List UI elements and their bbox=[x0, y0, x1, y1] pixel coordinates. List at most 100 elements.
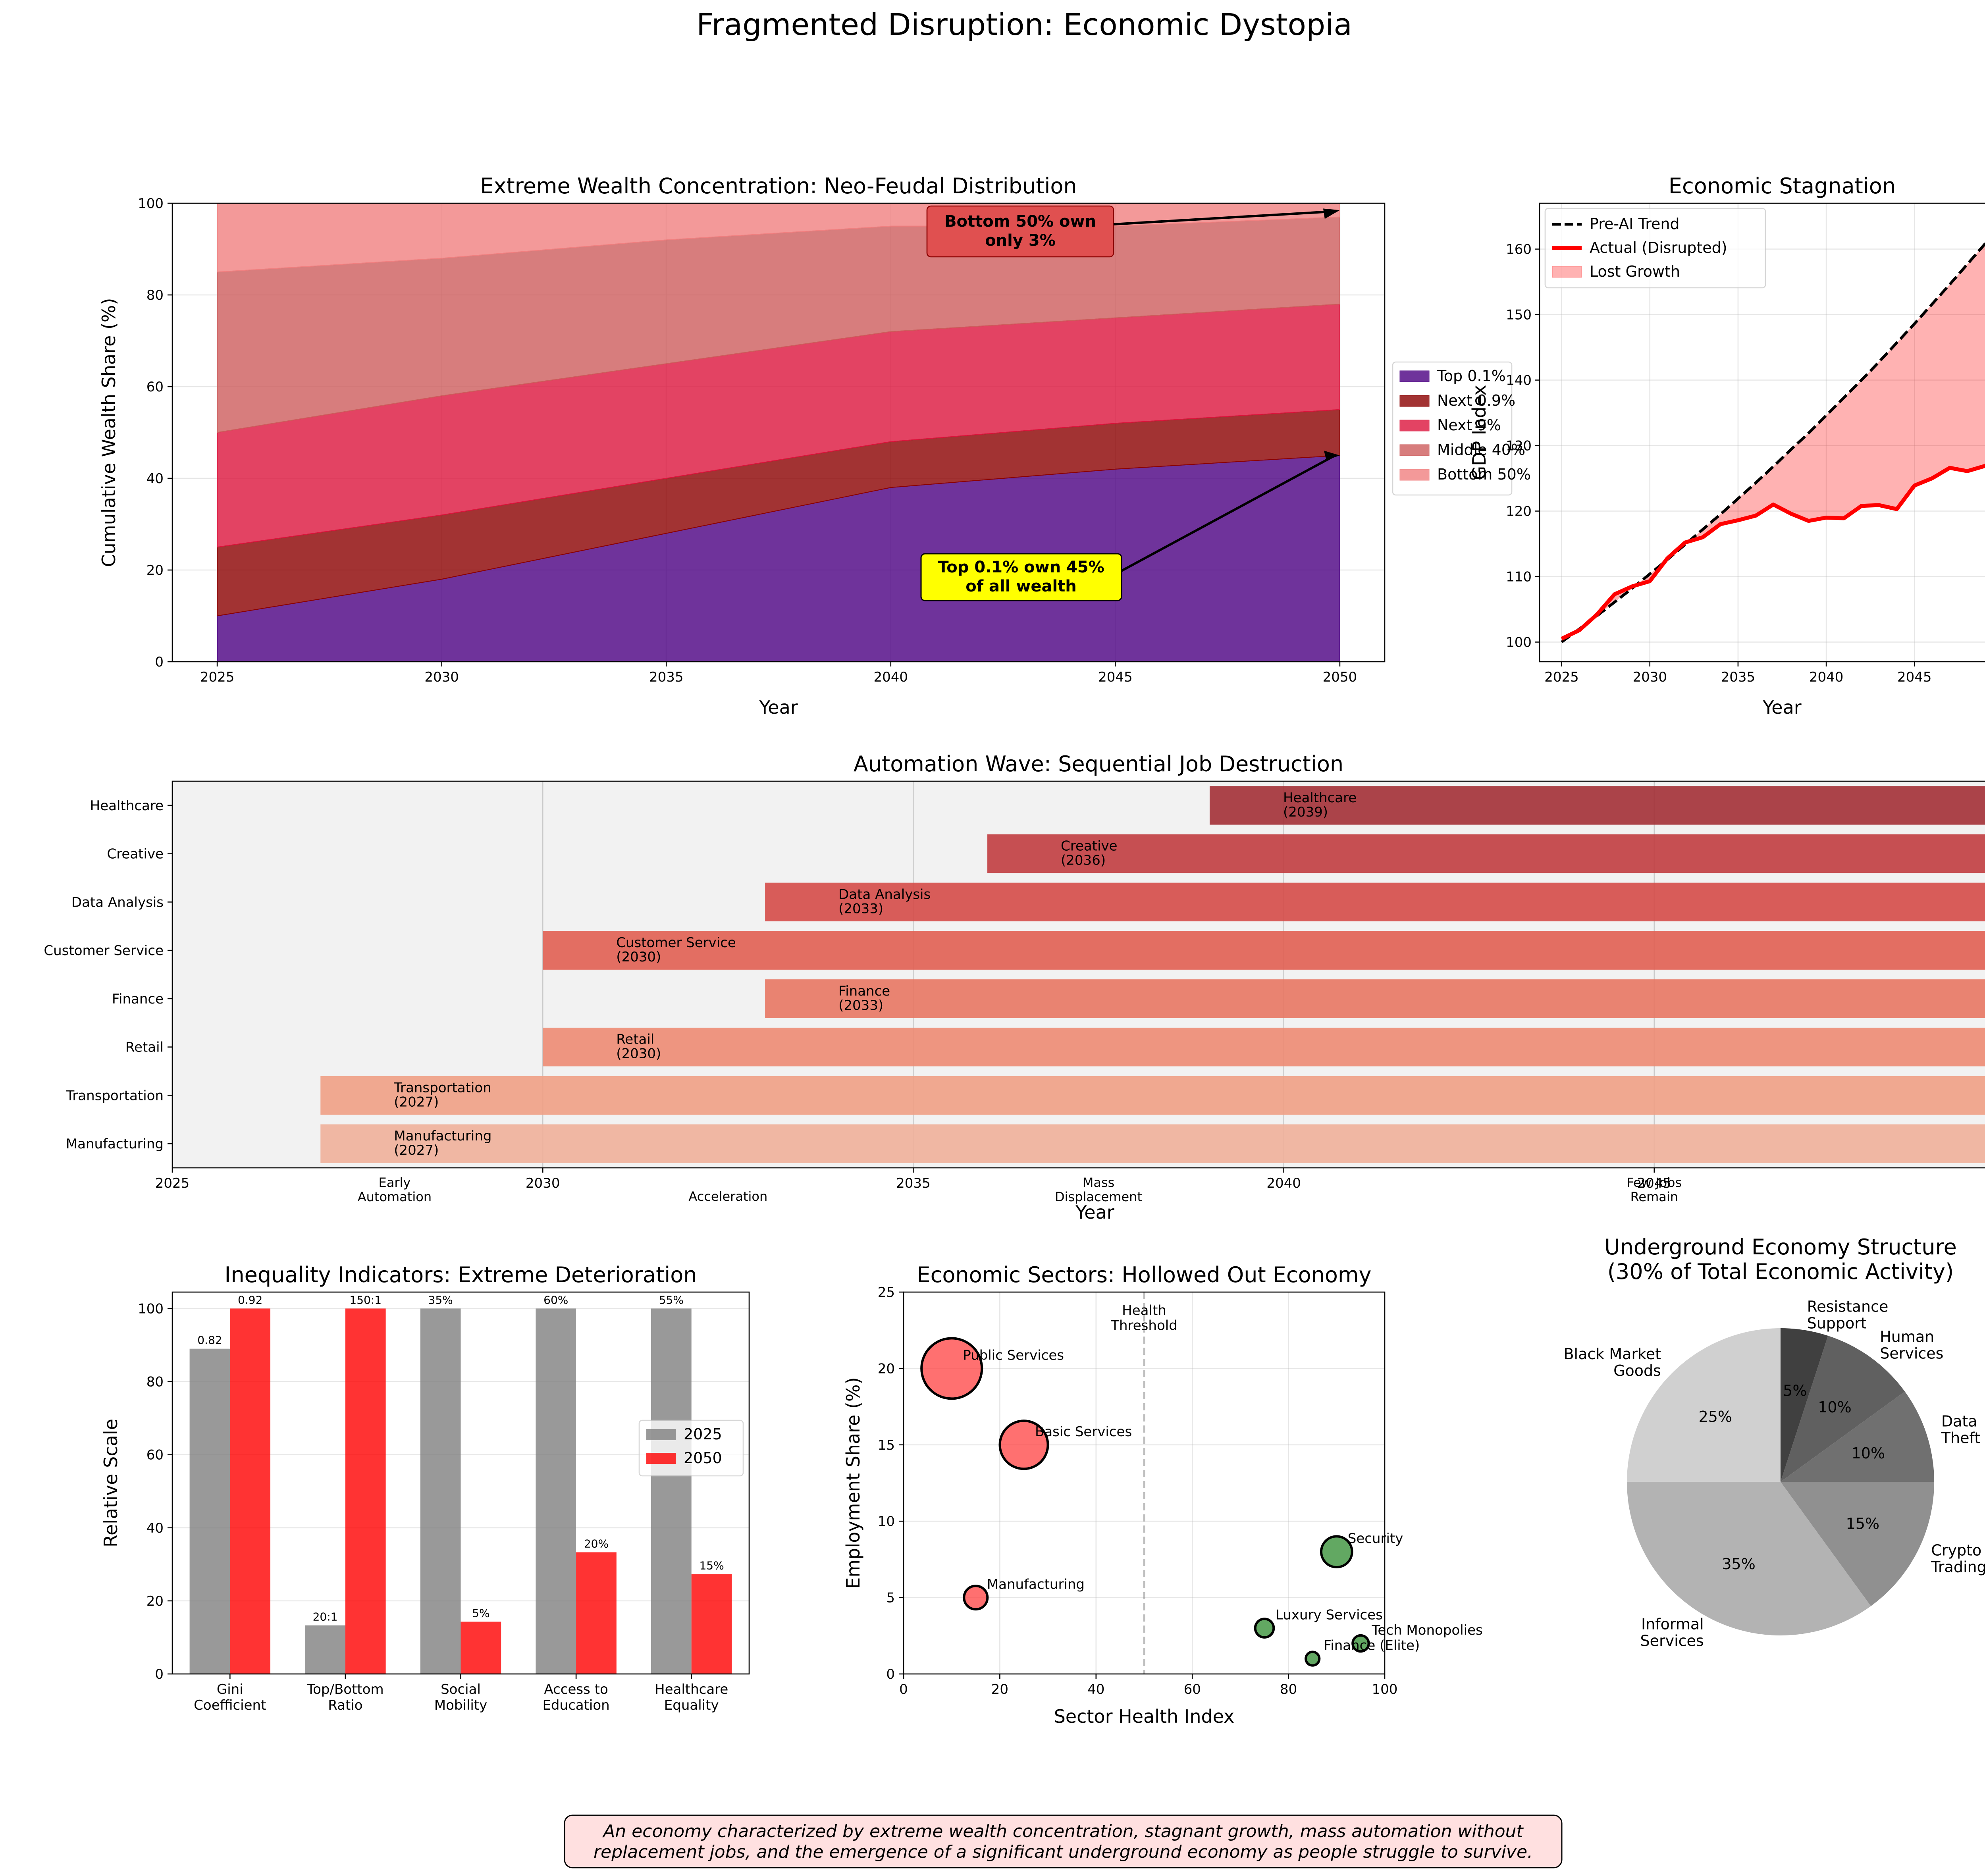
sector-point-manufacturing bbox=[963, 1585, 989, 1611]
phase-label-early-automation: Early Automation bbox=[358, 1175, 432, 1204]
legend-swatch-2025 bbox=[646, 1429, 676, 1440]
pie-label-crypto-trading: Crypto Trading bbox=[1931, 1541, 1985, 1576]
x-tick-label: 2035 bbox=[649, 669, 684, 685]
automation-bar-label-data-analysis: Data Analysis (2033) bbox=[838, 886, 931, 917]
category-label-social-mobility: Social Mobility bbox=[434, 1681, 488, 1713]
pie-label-informal-services: Informal Services bbox=[1640, 1615, 1704, 1649]
pie-slice-informal-services bbox=[1627, 1482, 1871, 1635]
y-tick-label: 160 bbox=[1506, 242, 1532, 258]
y-tick-label: 60 bbox=[146, 379, 164, 395]
x-tick-label: 2030 bbox=[424, 669, 459, 685]
automation-bar-retail bbox=[543, 1027, 1985, 1067]
category-label-customer-service: Customer Service bbox=[44, 943, 164, 959]
chart-title: Extreme Wealth Concentration: Neo-Feudal… bbox=[480, 173, 1077, 198]
x-tick-label: 100 bbox=[1372, 1681, 1398, 1697]
sector-label-basic-services: Basic Services bbox=[1035, 1424, 1132, 1440]
annotation-top-label: Top 0.1% own 45% of all wealth bbox=[938, 558, 1104, 595]
y-tick-label: 20 bbox=[146, 562, 164, 578]
y-tick-label: 0 bbox=[155, 654, 164, 670]
underground-economy-chart: 5% Resistance Support 10% Human Services 10% Da… bbox=[1563, 1235, 1985, 1649]
y-tick-label: 40 bbox=[146, 471, 164, 487]
legend-label-top-0-1: Top 0.1% bbox=[1437, 367, 1506, 385]
legend-label-pre-ai-trend: Pre-AI Trend bbox=[1590, 215, 1680, 233]
x-axis-label: Year bbox=[1075, 1202, 1114, 1223]
plot-frame bbox=[1539, 202, 1985, 663]
y-tick-label: 15 bbox=[878, 1437, 895, 1453]
wealth-concentration-chart: 2025 2030 2035 2040 2045 2050020406080100Extr… bbox=[98, 173, 1531, 718]
bar-2025-access-to-education bbox=[536, 1308, 576, 1674]
x-tick-label: 60 bbox=[1184, 1681, 1201, 1697]
automation-wave-chart: Manufacturing (2027) Manufacturing Transpor… bbox=[44, 751, 1985, 1223]
y-tick-label: 25 bbox=[878, 1285, 895, 1300]
phase-label-few-jobs-remain: Few Jobs Remain bbox=[1627, 1175, 1682, 1204]
y-tick-label: 20 bbox=[146, 1593, 164, 1609]
x-tick-label: 80 bbox=[1280, 1681, 1297, 1697]
pie-pct-human-services: 10% bbox=[1818, 1398, 1851, 1416]
caption-box bbox=[564, 1814, 1563, 1868]
caption-line-1: An economy characterized by extreme weal… bbox=[602, 1821, 1524, 1841]
y-axis-label: Relative Scale bbox=[100, 1419, 121, 1547]
pie-slice-data-theft bbox=[1781, 1391, 1934, 1482]
annotation-bottom-arrowhead bbox=[1323, 208, 1340, 219]
value-label-2050-healthcare-equality: 15% bbox=[699, 1559, 724, 1572]
bar-2050-top-bottom-ratio bbox=[345, 1308, 386, 1674]
x-tick-label: 2030 bbox=[1632, 669, 1667, 685]
y-axis-label: Employment Share (%) bbox=[842, 1377, 864, 1589]
legend-label-next-9: Next 9% bbox=[1437, 416, 1501, 434]
legend-label-actual: Actual (Disrupted) bbox=[1590, 239, 1727, 256]
sector-label-public-services: Public Services bbox=[963, 1347, 1064, 1363]
category-label-data-analysis: Data Analysis bbox=[71, 894, 164, 910]
value-label-2050-access-to-education: 20% bbox=[584, 1537, 609, 1550]
category-label-finance: Finance bbox=[112, 991, 164, 1007]
x-tick-label: 2040 bbox=[1809, 669, 1844, 685]
y-tick-label: 100 bbox=[138, 196, 164, 212]
legend-swatch-2050 bbox=[646, 1453, 676, 1464]
value-label-2050-gini-coefficient: 0.92 bbox=[238, 1293, 262, 1306]
y-tick-label: 60 bbox=[146, 1447, 164, 1463]
x-tick-label: 2035 bbox=[896, 1175, 931, 1191]
value-label-2050-top-bottom-ratio: 150:1 bbox=[349, 1293, 382, 1306]
automation-bar-transportation bbox=[320, 1076, 1985, 1115]
annotation-top-arrowhead bbox=[1324, 451, 1340, 460]
inequality-indicators-chart: 0.82 20:1 35% 60% 55% 0.92 150:1 5% 20% 15% Gini Co… bbox=[100, 1262, 750, 1713]
legend-label-2025: 2025 bbox=[684, 1425, 722, 1443]
y-tick-label: 0 bbox=[886, 1666, 895, 1682]
caption-line-2: replacement jobs, and the emergence of a… bbox=[594, 1842, 1533, 1862]
pie-label-human-services: Human Services bbox=[1880, 1328, 1943, 1362]
chart-title: Underground Economy Structure (30% of Tot… bbox=[1604, 1235, 1957, 1284]
chart-title: Inequality Indicators: Extreme Deteriora… bbox=[224, 1262, 697, 1287]
value-label-2025-healthcare-equality: 55% bbox=[659, 1293, 684, 1306]
y-axis-label: Cumulative Wealth Share (%) bbox=[98, 298, 119, 567]
y-tick-label: 150 bbox=[1506, 307, 1532, 323]
x-tick-label: 2030 bbox=[526, 1175, 560, 1191]
y-tick-label: 80 bbox=[146, 1374, 164, 1390]
x-tick-label: 2025 bbox=[1544, 669, 1579, 685]
automation-bar-customer-service bbox=[543, 931, 1985, 970]
y-tick-label: 100 bbox=[138, 1301, 164, 1317]
bar-2050-access-to-education bbox=[576, 1552, 617, 1674]
pie-pct-resistance-support: 5% bbox=[1783, 1382, 1807, 1400]
figure-caption: An economy characterized by extreme weal… bbox=[564, 1814, 1563, 1868]
legend-swatch-next-9 bbox=[1399, 420, 1430, 431]
bar-2050-healthcare-equality bbox=[691, 1574, 732, 1674]
value-label-2025-social-mobility: 35% bbox=[428, 1293, 453, 1306]
y-tick-label: 110 bbox=[1506, 569, 1532, 585]
category-label-top-bottom-ratio: Top/Bottom Ratio bbox=[306, 1681, 384, 1713]
y-tick-label: 5 bbox=[886, 1590, 895, 1606]
x-tick-label: 0 bbox=[899, 1681, 908, 1697]
legend-label-2050: 2050 bbox=[684, 1449, 722, 1467]
economic-stagnation-chart: 2025203020352040204520501001101201301401… bbox=[1469, 173, 1985, 718]
chart-title: Automation Wave: Sequential Job Destruct… bbox=[854, 751, 1343, 776]
y-tick-label: 0 bbox=[155, 1666, 164, 1682]
x-tick-label: 20 bbox=[991, 1681, 1008, 1697]
automation-bar-label-creative: Creative (2036) bbox=[1061, 838, 1118, 869]
category-label-retail: Retail bbox=[125, 1040, 164, 1055]
bar-2025-gini-coefficient bbox=[189, 1348, 230, 1674]
actual-disrupted-line bbox=[1561, 463, 1985, 641]
pie-slice-black-market-goods bbox=[1627, 1328, 1781, 1482]
automation-bar-label-transportation: Transportation (2027) bbox=[393, 1080, 491, 1110]
legend-label-lost-growth: Lost Growth bbox=[1590, 263, 1680, 280]
category-label-healthcare: Healthcare bbox=[90, 798, 164, 814]
sector-point-security bbox=[1320, 1535, 1353, 1568]
